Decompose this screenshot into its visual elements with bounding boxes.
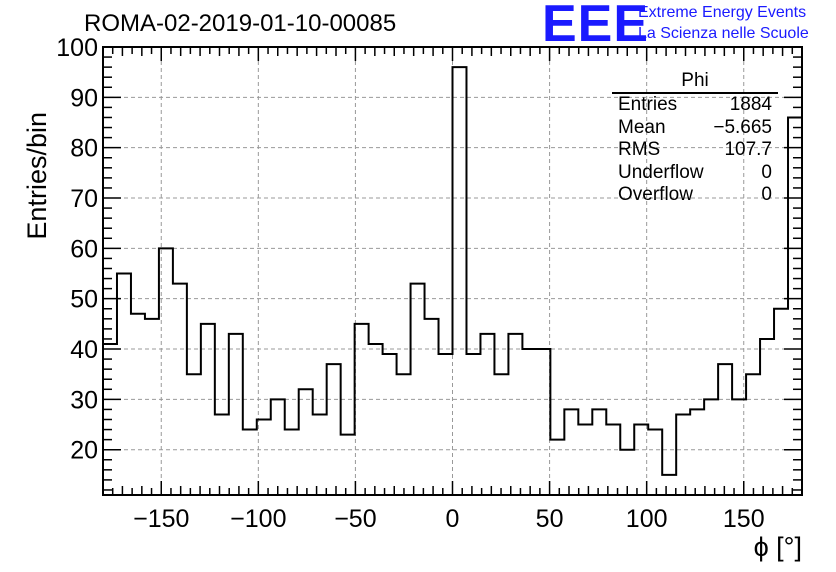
x-tick-label: 50: [536, 505, 564, 533]
histogram-bin: [229, 334, 243, 495]
histogram-bin: [648, 430, 662, 495]
y-tick-label: 80: [70, 135, 98, 163]
histogram-bin: [215, 414, 229, 495]
histogram-bin: [425, 319, 439, 495]
stats-value: 107.7: [724, 139, 772, 160]
x-tick-label: −100: [230, 505, 286, 533]
histogram-bin: [187, 374, 201, 495]
y-tick-label: 100: [56, 34, 98, 62]
histogram-bin: [606, 425, 620, 495]
histogram-bin: [480, 334, 494, 495]
histogram-bin: [788, 117, 802, 495]
histogram-bin: [341, 435, 355, 495]
eee-logo: EEE: [542, 0, 650, 53]
histogram-bin: [676, 414, 690, 495]
histogram-bin: [536, 349, 550, 495]
histogram-bin: [243, 430, 257, 495]
stats-row-mean: Mean −5.665: [612, 117, 778, 140]
histogram-bin: [760, 339, 774, 495]
histogram-bin: [592, 409, 606, 495]
histogram-bin: [173, 284, 187, 495]
histogram-bin: [145, 319, 159, 495]
histogram-bin: [704, 399, 718, 495]
histogram-bin: [746, 374, 760, 495]
histogram-bin: [466, 354, 480, 495]
y-tick-label: 40: [70, 336, 98, 364]
chart-title: ROMA-02-2019-01-10-00085: [84, 10, 397, 37]
x-tick-label: 0: [446, 505, 460, 533]
x-tick-label: −50: [334, 505, 376, 533]
x-tick-label: 100: [626, 505, 668, 533]
stats-header: Phi: [612, 70, 778, 94]
histogram-bin: [355, 324, 369, 495]
y-tick-label: 20: [70, 437, 98, 465]
histogram-bin: [550, 440, 564, 495]
stats-value: −5.665: [713, 116, 772, 138]
stats-row-underflow: Underflow 0: [612, 162, 778, 185]
histogram-bin: [117, 274, 131, 495]
x-tick-label: −150: [133, 505, 189, 533]
histogram-bin: [131, 314, 145, 495]
histogram-bin: [453, 67, 467, 495]
stats-row-entries: Entries 1884: [612, 94, 778, 117]
stats-row-overflow: Overflow 0: [612, 184, 778, 207]
histogram-bin: [285, 430, 299, 495]
stats-box: Phi Entries 1884 Mean −5.665 RMS 107.7 Unde…: [612, 70, 778, 207]
histogram-bin: [327, 364, 341, 495]
histogram-bin: [383, 354, 397, 495]
y-tick-label: 50: [70, 286, 98, 314]
y-tick-label: 70: [70, 185, 98, 213]
histogram-bin: [494, 374, 508, 495]
histogram-bin: [271, 399, 285, 495]
histogram-bin: [662, 475, 676, 495]
stats-label: Overflow: [618, 184, 693, 205]
histogram-bin: [201, 324, 215, 495]
histogram-bin: [397, 374, 411, 495]
histogram-bin: [313, 414, 327, 495]
histogram-bin: [369, 344, 383, 495]
stats-value: 1884: [729, 94, 772, 115]
histogram-bin: [564, 409, 578, 495]
histogram-bin: [690, 409, 704, 495]
histogram-bin: [718, 364, 732, 495]
histogram-bin: [411, 284, 425, 495]
stats-value: 0: [761, 184, 772, 205]
eee-line-2: La Scienza nelle Scuole: [638, 25, 809, 42]
stats-label: RMS: [618, 139, 661, 160]
stats-row-rms: RMS 107.7: [612, 139, 778, 162]
eee-line-1: Extreme Energy Events: [638, 4, 807, 21]
histogram-outline: [103, 66, 802, 476]
y-axis-label: Entries/bin: [22, 112, 52, 240]
y-tick-label: 30: [70, 386, 98, 414]
y-tick-label: 60: [70, 235, 98, 263]
stats-label: Underflow: [618, 161, 704, 183]
histogram-bin: [522, 349, 536, 495]
x-axis-label: ϕ [°]: [753, 532, 802, 562]
stats-label: Entries: [618, 94, 678, 115]
histogram-bin: [508, 334, 522, 495]
histogram-bin: [578, 425, 592, 495]
stats-value: 0: [761, 161, 772, 183]
x-tick-label: 150: [723, 505, 765, 533]
histogram-bin: [774, 309, 788, 495]
histogram-bin: [299, 389, 313, 495]
stats-label: Mean: [618, 116, 666, 138]
histogram-bin: [439, 354, 453, 495]
y-tick-label: 90: [70, 84, 98, 112]
